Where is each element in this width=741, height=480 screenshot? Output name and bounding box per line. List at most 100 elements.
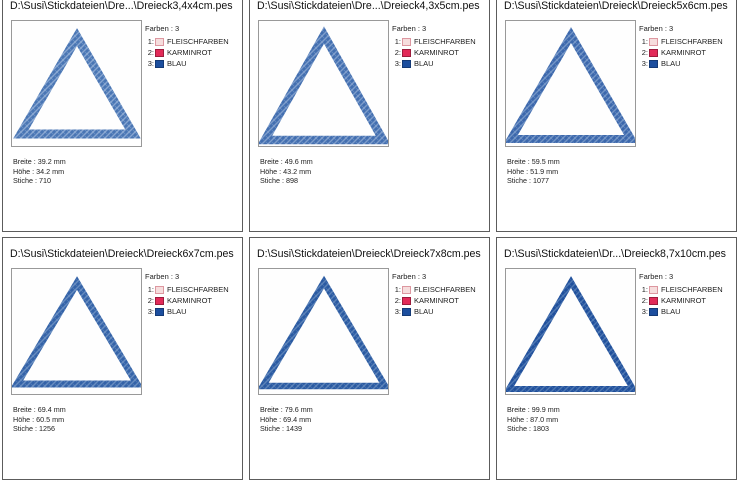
color-swatch — [155, 48, 164, 57]
triangle-outline — [506, 26, 635, 143]
legend-entry: 1: FLEISCHFARBEN — [392, 37, 476, 46]
color-swatch — [155, 59, 164, 68]
legend-entry-label: KARMINROT — [661, 48, 706, 57]
color-count-label: Farben : 3 — [145, 24, 180, 33]
height-info: Höhe : 87.0 mm — [507, 414, 559, 424]
design-panel[interactable]: D:\Susi\Stickdateien\Dreieck\Dreieck7x8c… — [249, 237, 490, 480]
legend-entry: 3: BLAU — [145, 59, 229, 68]
width-info: Breite : 69.4 mm — [13, 405, 66, 414]
color-count-label: Farben : 3 — [639, 272, 674, 281]
width-info: Breite : 79.6 mm — [260, 405, 313, 414]
legend-entry: 3: BLAU — [639, 307, 723, 316]
stitches-info: Stiche : 710 — [13, 176, 51, 186]
color-swatch — [649, 285, 658, 294]
color-count-label: Farben : 3 — [392, 24, 427, 33]
legend-entry-number: 1: — [394, 285, 401, 294]
legend-entry-label: FLEISCHFARBEN — [661, 285, 723, 294]
triangle-outline — [13, 27, 141, 139]
width-info: Breite : 99.9 mm — [507, 405, 560, 414]
color-legend: Farben : 3 1: FLEISCHFARBEN 2: KARMINROT… — [392, 24, 476, 70]
legend-entry-number: 2: — [147, 296, 154, 305]
legend-entry: 3: BLAU — [392, 307, 476, 316]
design-canvas — [258, 20, 389, 147]
color-swatch — [402, 59, 411, 68]
width-info: Breite : 49.6 mm — [260, 157, 313, 166]
legend-entry-number: 3: — [147, 307, 154, 316]
legend-entry-number: 1: — [641, 285, 648, 294]
legend-entry-number: 3: — [394, 307, 401, 316]
color-swatch — [155, 37, 164, 46]
legend-entry: 1: FLEISCHFARBEN — [145, 37, 229, 46]
legend-entry: 3: BLAU — [145, 307, 229, 316]
stitches-info: Stiche : 1803 — [507, 424, 549, 434]
design-canvas — [258, 268, 389, 395]
color-swatch — [402, 296, 411, 305]
file-path-title: D:\Susi\Stickdateien\Dre...\Dreieck4,3x5… — [257, 0, 480, 12]
legend-entry-label: BLAU — [414, 307, 434, 316]
legend-entry-number: 2: — [641, 48, 648, 57]
legend-entry-number: 2: — [147, 48, 154, 57]
legend-entry-number: 3: — [394, 59, 401, 68]
legend-entry: 2: KARMINROT — [145, 296, 229, 305]
design-canvas — [11, 268, 142, 395]
legend-entry-label: FLEISCHFARBEN — [414, 285, 476, 294]
color-swatch — [402, 307, 411, 316]
legend-entry-label: BLAU — [661, 307, 681, 316]
legend-entry-number: 3: — [641, 307, 648, 316]
design-info: Breite : 79.6 mm Höhe : 69.4 mm Stiche :… — [260, 405, 313, 434]
legend-entry-label: BLAU — [167, 307, 187, 316]
legend-entry-number: 2: — [641, 296, 648, 305]
design-info: Breite : 59.5 mm Höhe : 51.9 mm Stiche :… — [507, 157, 560, 186]
legend-entry-number: 2: — [394, 296, 401, 305]
color-swatch — [402, 48, 411, 57]
legend-entry: 1: FLEISCHFARBEN — [639, 37, 723, 46]
triangle-stitch-preview — [506, 26, 635, 143]
legend-entry: 1: FLEISCHFARBEN — [639, 285, 723, 294]
color-legend: Farben : 3 1: FLEISCHFARBEN 2: KARMINROT… — [145, 24, 229, 70]
triangle-stitch-preview — [13, 27, 141, 139]
width-info: Breite : 59.5 mm — [507, 157, 560, 166]
color-swatch — [649, 296, 658, 305]
legend-entry-label: FLEISCHFARBEN — [167, 285, 229, 294]
file-path-title: D:\Susi\Stickdateien\Dreieck\Dreieck6x7c… — [10, 248, 234, 260]
stitches-info: Stiche : 1256 — [13, 424, 55, 434]
color-swatch — [649, 59, 658, 68]
triangle-stitch-preview — [506, 276, 635, 392]
design-panel[interactable]: D:\Susi\Stickdateien\Dre...\Dreieck3,4x4… — [2, 0, 243, 232]
legend-entry-number: 1: — [147, 37, 154, 46]
triangle-stitch-preview — [259, 26, 388, 145]
height-info: Höhe : 43.2 mm — [260, 166, 312, 176]
triangle-outline — [259, 26, 388, 145]
color-legend: Farben : 3 1: FLEISCHFARBEN 2: KARMINROT… — [392, 272, 476, 318]
file-path-title: D:\Susi\Stickdateien\Dr...\Dreieck8,7x10… — [504, 248, 726, 260]
legend-entry-number: 1: — [394, 37, 401, 46]
height-info: Höhe : 51.9 mm — [507, 166, 559, 176]
color-count-label: Farben : 3 — [145, 272, 180, 281]
color-count-label: Farben : 3 — [392, 272, 427, 281]
color-swatch — [402, 37, 411, 46]
legend-entry-label: KARMINROT — [661, 296, 706, 305]
color-swatch — [649, 48, 658, 57]
legend-entry: 1: FLEISCHFARBEN — [392, 285, 476, 294]
design-panel[interactable]: D:\Susi\Stickdateien\Dr...\Dreieck8,7x10… — [496, 237, 737, 480]
color-swatch — [649, 307, 658, 316]
design-canvas — [11, 20, 142, 147]
width-info: Breite : 39.2 mm — [13, 157, 66, 166]
height-info: Höhe : 60.5 mm — [13, 414, 65, 424]
legend-entry: 2: KARMINROT — [639, 296, 723, 305]
stitches-info: Stiche : 898 — [260, 176, 298, 186]
design-panel[interactable]: D:\Susi\Stickdateien\Dre...\Dreieck4,3x5… — [249, 0, 490, 232]
legend-entry: 2: KARMINROT — [639, 48, 723, 57]
design-panel[interactable]: D:\Susi\Stickdateien\Dreieck\Dreieck6x7c… — [2, 237, 243, 480]
design-canvas — [505, 20, 636, 147]
file-path-title: D:\Susi\Stickdateien\Dreieck\Dreieck5x6c… — [504, 0, 728, 12]
legend-entry: 3: BLAU — [639, 59, 723, 68]
legend-entry-number: 2: — [394, 48, 401, 57]
legend-entry-number: 3: — [641, 59, 648, 68]
triangle-outline — [12, 276, 141, 388]
design-panel[interactable]: D:\Susi\Stickdateien\Dreieck\Dreieck5x6c… — [496, 0, 737, 232]
legend-entry-label: KARMINROT — [414, 296, 459, 305]
stitches-info: Stiche : 1439 — [260, 424, 302, 434]
design-info: Breite : 49.6 mm Höhe : 43.2 mm Stiche :… — [260, 157, 313, 186]
